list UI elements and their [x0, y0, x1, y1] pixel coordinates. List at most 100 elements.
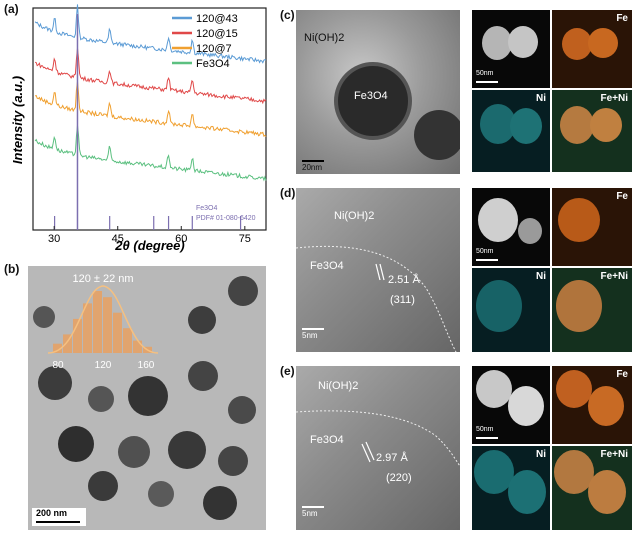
histogram-bar — [73, 318, 82, 353]
label-fe3o4: Fe3O4 — [310, 260, 344, 272]
scale-bar — [36, 521, 80, 523]
particle — [228, 396, 256, 424]
xrd-xtick-label: 60 — [175, 233, 187, 245]
panel-label-b: (b) — [4, 262, 20, 276]
xrd-series-line — [34, 48, 267, 105]
haadf-image-e: 50nm — [472, 366, 550, 444]
particle — [218, 446, 248, 476]
xrd-plot-frame — [32, 7, 267, 231]
eds-map-feni-c: Fe+Ni — [552, 90, 632, 172]
histogram-tick-120: 120 — [95, 360, 112, 371]
xrd-ylabel: Intensity (a.u.) — [10, 76, 25, 164]
map-particle — [508, 470, 546, 514]
scale-bar — [476, 259, 498, 261]
xrd-xtick-label: 75 — [239, 233, 251, 245]
scale-bar-label: 50nm — [476, 248, 494, 255]
histogram-bar — [133, 340, 142, 353]
particle-haadf — [508, 26, 538, 58]
haadf-image-c: 50nm — [472, 10, 550, 88]
particle — [148, 481, 174, 507]
eds-map-fe-e: Fe — [552, 366, 632, 444]
particle — [88, 386, 114, 412]
label-fe3o4: Fe3O4 — [310, 434, 344, 446]
map-particle — [476, 280, 522, 332]
label-nioh2: Ni(OH)2 — [304, 32, 345, 44]
xrd-legend-label: 120@43 — [196, 13, 238, 25]
map-particle — [588, 386, 624, 426]
histogram-bar — [63, 334, 72, 353]
panel-label-e: (e) — [280, 364, 295, 378]
particle-haadf — [508, 386, 544, 426]
particle — [38, 366, 72, 400]
particle — [188, 306, 216, 334]
histogram-bar — [83, 303, 92, 353]
particle — [203, 486, 237, 520]
eds-map-ni-d: Ni — [472, 268, 550, 352]
tem-image-c: Ni(OH)2 Fe3O4 20nm — [296, 10, 460, 174]
particle — [88, 471, 118, 501]
histogram-bar — [103, 297, 112, 353]
particle-fe3o4 — [414, 110, 460, 160]
histogram-tick-160: 160 — [138, 360, 155, 371]
scale-bar-label: 200 nm — [36, 508, 68, 518]
panel-label-d: (d) — [280, 186, 296, 200]
tem-overview-image: 120 ± 22 nm 80 120 160 200 nm — [28, 266, 266, 530]
particle-haadf — [478, 198, 518, 242]
size-histogram: 120 ± 22 nm 80 120 160 — [47, 273, 159, 371]
map-particle — [556, 280, 602, 332]
lattice-plane-label: (311) — [390, 294, 415, 306]
label-nioh2: Ni(OH)2 — [334, 210, 375, 222]
scale-bar-label: 50nm — [476, 70, 494, 77]
interface-line — [296, 245, 457, 352]
xrd-legend-label: 120@7 — [196, 43, 232, 55]
hrtem-image-e: Ni(OH)2 Fe3O4 2.97 Å (220) 5nm — [296, 366, 460, 530]
histogram-bar — [93, 291, 102, 353]
map-label-feni: Fe+Ni — [600, 449, 628, 460]
xrd-series-line — [34, 125, 267, 182]
panel-label-c: (c) — [280, 8, 295, 22]
map-label-ni: Ni — [536, 449, 546, 460]
scale-bar-label: 20nm — [302, 163, 323, 172]
scale-bar-label: 5nm — [302, 509, 318, 518]
histogram-bar — [53, 343, 62, 353]
map-particle — [588, 28, 618, 58]
particle-haadf — [482, 26, 512, 60]
map-particle — [560, 106, 594, 144]
particle — [118, 436, 150, 468]
xrd-chart: 30 45 60 75 120@43 120@15 120@7 Fe3O4 Fe3O4 PD… — [10, 4, 267, 253]
map-particle — [510, 108, 542, 144]
haadf-image-d: 50nm — [472, 188, 550, 266]
particle — [168, 431, 206, 469]
particle — [228, 276, 258, 306]
d-spacing-label: 2.51 Å — [388, 274, 420, 286]
map-particle — [562, 28, 592, 60]
scale-bar-label: 5nm — [302, 331, 318, 340]
scale-bar-label: 50nm — [476, 426, 494, 433]
map-label-fe: Fe — [616, 13, 628, 24]
map-particle — [590, 108, 622, 142]
scale-bar — [476, 81, 498, 83]
map-label-fe: Fe — [616, 369, 628, 380]
histogram-bar — [123, 328, 132, 353]
label-nioh2: Ni(OH)2 — [318, 380, 359, 392]
hrtem-image-d: Ni(OH)2 Fe3O4 2.51 Å (311) 5nm — [296, 188, 460, 352]
map-particle — [474, 450, 514, 494]
scale-bar — [476, 437, 498, 439]
xrd-ref-label-2: PDF# 01-080-6420 — [196, 215, 256, 222]
particle — [188, 361, 218, 391]
map-particle — [556, 370, 592, 408]
map-label-feni: Fe+Ni — [600, 271, 628, 282]
eds-map-fe-c: Fe — [552, 10, 632, 88]
map-particle — [554, 450, 594, 494]
xrd-series-line — [34, 81, 267, 138]
particle — [58, 426, 94, 462]
particle-fe3o4 — [334, 62, 412, 140]
histogram-bar — [113, 312, 122, 353]
histogram-tick-80: 80 — [52, 360, 64, 371]
particle-haadf — [476, 370, 512, 408]
particle — [33, 306, 55, 328]
particle-haadf — [518, 218, 542, 244]
xrd-xtick-label: 45 — [112, 233, 124, 245]
lattice-plane-label: (220) — [386, 472, 412, 484]
label-fe3o4: Fe3O4 — [354, 90, 388, 102]
